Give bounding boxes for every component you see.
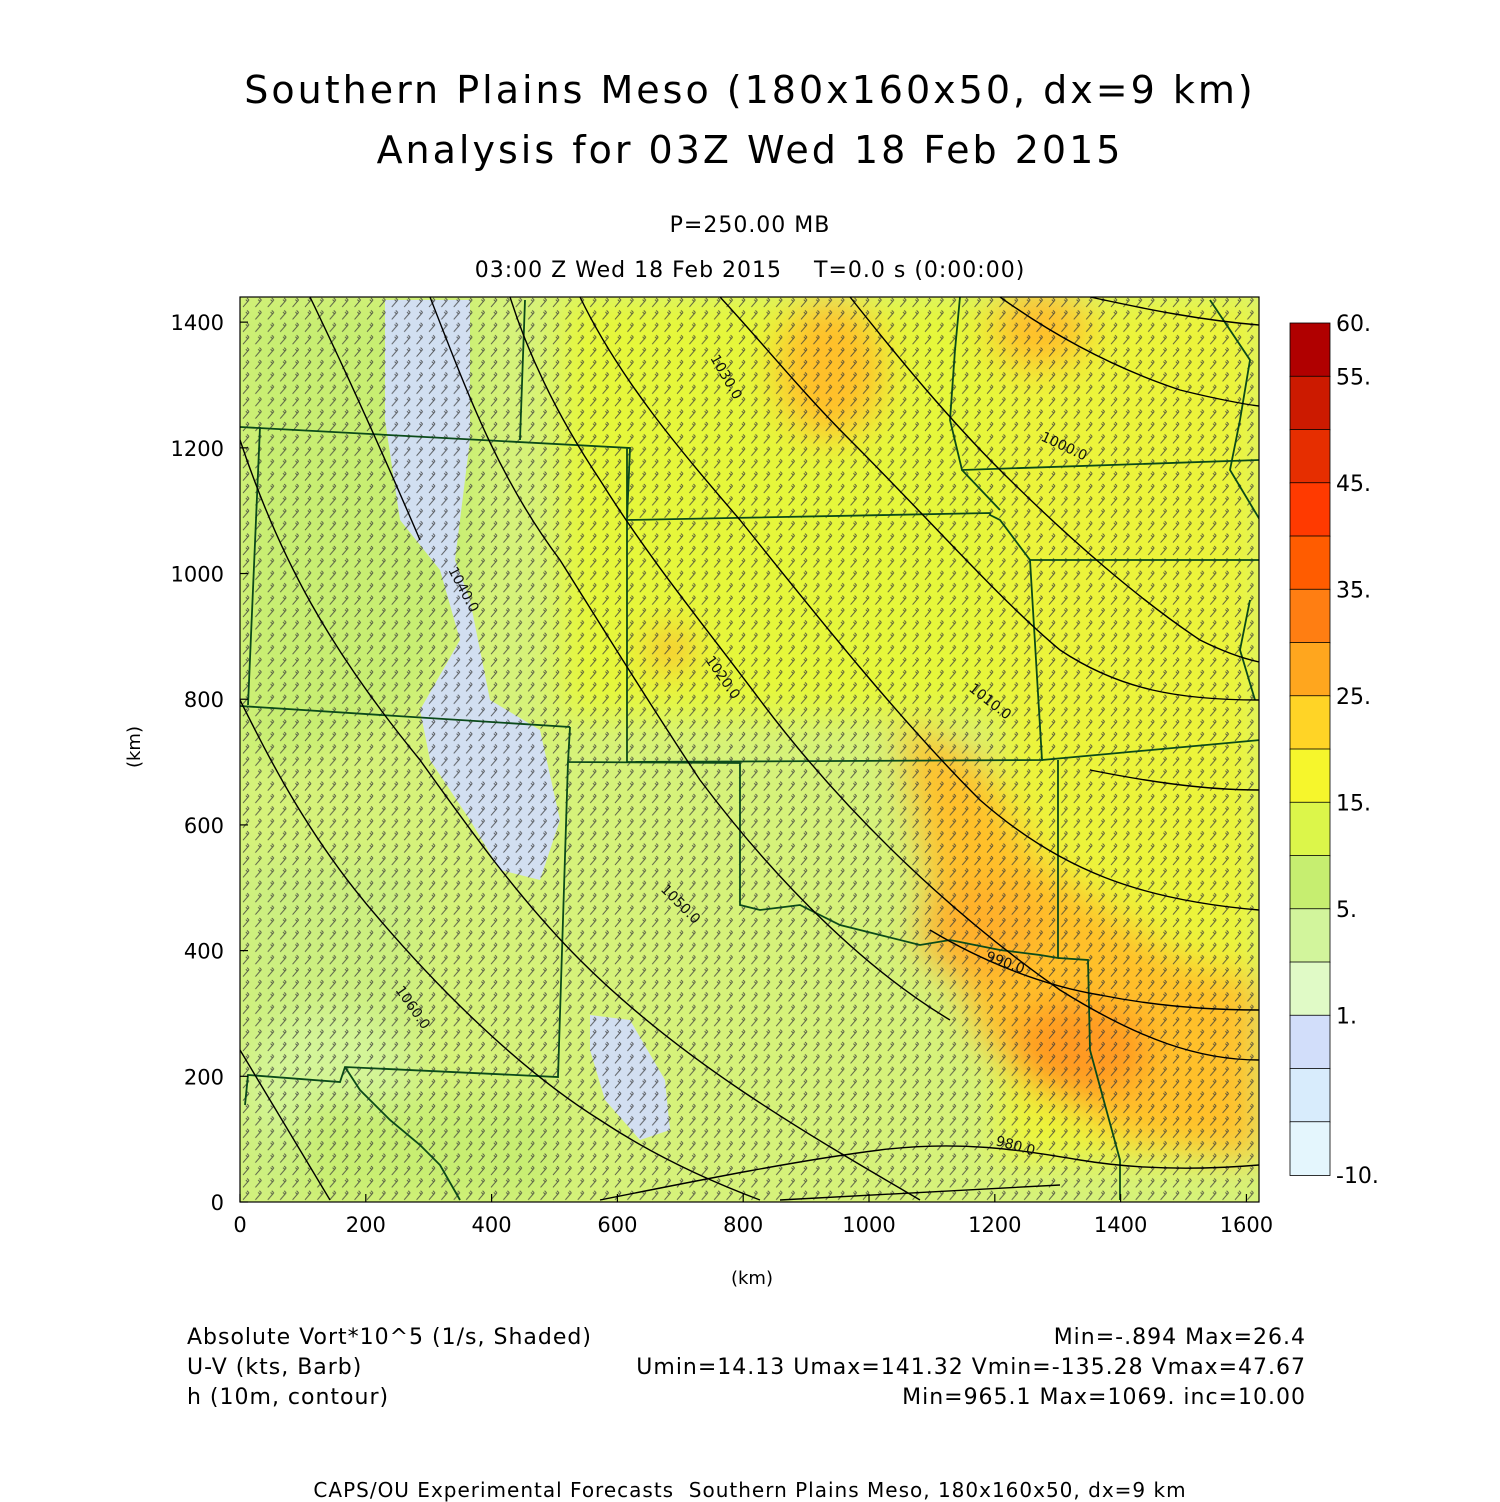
y-tick-label: 0	[211, 1191, 224, 1215]
colorbar-label: 5.	[1336, 898, 1357, 923]
x-tick-label: 200	[346, 1213, 386, 1237]
colorbar-label: 60.	[1336, 312, 1371, 337]
credit-line: CAPS/OU Experimental Forecasts Southern …	[313, 1478, 1187, 1502]
plot-frame	[239, 296, 1260, 1203]
colorbar-swatch	[1289, 535, 1331, 591]
colorbar-label: 25.	[1336, 685, 1371, 710]
x-tick-label: 800	[723, 1213, 763, 1237]
x-tick-label: 0	[233, 1213, 246, 1237]
colorbar-swatch	[1289, 908, 1331, 963]
plot-title-line2: Analysis for 03Z Wed 18 Feb 2015	[376, 128, 1124, 172]
colorbar-swatch	[1289, 588, 1331, 644]
y-tick-label: 800	[184, 688, 224, 712]
colorbar-label: 1.	[1336, 1004, 1357, 1029]
colorbar-swatch	[1289, 642, 1331, 697]
x-tick-label: 1400	[1094, 1213, 1147, 1237]
colorbar-labels: 60. 55. 45. 35. 25. 15. 5. 1. -10.	[1336, 312, 1379, 1189]
legend-field1-stats: Min=-.894 Max=26.4	[1053, 1325, 1306, 1350]
x-tick-label: 400	[472, 1213, 512, 1237]
colorbar-label: 55.	[1336, 365, 1371, 390]
colorbar-label: 45.	[1336, 472, 1371, 497]
colorbar-swatch	[1289, 429, 1331, 484]
y-tick-label: 600	[184, 814, 224, 838]
colorbar-swatch	[1289, 375, 1331, 431]
colorbar-swatch	[1289, 801, 1331, 857]
colorbar-swatch	[1289, 748, 1331, 804]
colorbar-swatch	[1289, 695, 1331, 750]
height-contours	[240, 297, 1259, 1201]
colorbar-swatch	[1289, 1068, 1331, 1123]
map-figure: 1040.0 1030.0 1020.0 1010.0 1000.0 990.0…	[124, 296, 1379, 1289]
colorbar-label: 35.	[1336, 578, 1371, 603]
legend-field3-stats: Min=965.1 Max=1069. inc=10.00	[902, 1385, 1306, 1410]
y-tick-label: 1400	[171, 311, 224, 335]
legend-field2-name: U-V (kts, Barb)	[187, 1355, 363, 1380]
y-tick-label: 400	[184, 940, 224, 964]
colorbar-swatch	[1289, 1014, 1331, 1070]
y-tick-label: 1000	[171, 563, 224, 587]
x-tick-label: 1200	[968, 1213, 1021, 1237]
state-boundaries	[240, 297, 1259, 1201]
colorbar-swatch	[1289, 1121, 1331, 1176]
x-axis-label: (km)	[731, 1268, 773, 1289]
y-tick-label: 1200	[171, 437, 224, 461]
x-tick-label: 1600	[1220, 1213, 1273, 1237]
x-tick-label: 1000	[842, 1213, 895, 1237]
colorbar-label: 15.	[1336, 791, 1371, 816]
axis-ticks	[239, 321, 1248, 1203]
colorbar-swatch	[1289, 855, 1331, 910]
y-tick-label: 200	[184, 1065, 224, 1089]
legend-field3-name: h (10m, contour)	[187, 1385, 390, 1410]
colorbar-swatch	[1289, 961, 1331, 1017]
colorbar-swatch	[1289, 482, 1331, 537]
legend-field1-name: Absolute Vort*10^5 (1/s, Shaded)	[187, 1325, 592, 1350]
valid-time-label: 03:00 Z Wed 18 Feb 2015 T=0.0 s (0:00:00…	[474, 258, 1026, 283]
x-tick-label: 600	[597, 1213, 637, 1237]
pressure-level-label: P=250.00 MB	[669, 213, 831, 238]
plot-title-line1: Southern Plains Meso (180x160x50, dx=9 k…	[244, 68, 1256, 112]
y-axis-label: (km)	[124, 726, 145, 768]
wind-barbs-layer	[240, 297, 1259, 1202]
legend-field2-stats: Umin=14.13 Umax=141.32 Vmin=-135.28 Vmax…	[636, 1355, 1306, 1380]
colorbar	[1289, 322, 1331, 1176]
colorbar-label: -10.	[1336, 1164, 1379, 1189]
axis-tick-labels: 0 200 400 600 800 1000 1200 1400 1600 0 200 400 600 8…	[171, 311, 1274, 1237]
colorbar-swatch	[1289, 322, 1331, 378]
